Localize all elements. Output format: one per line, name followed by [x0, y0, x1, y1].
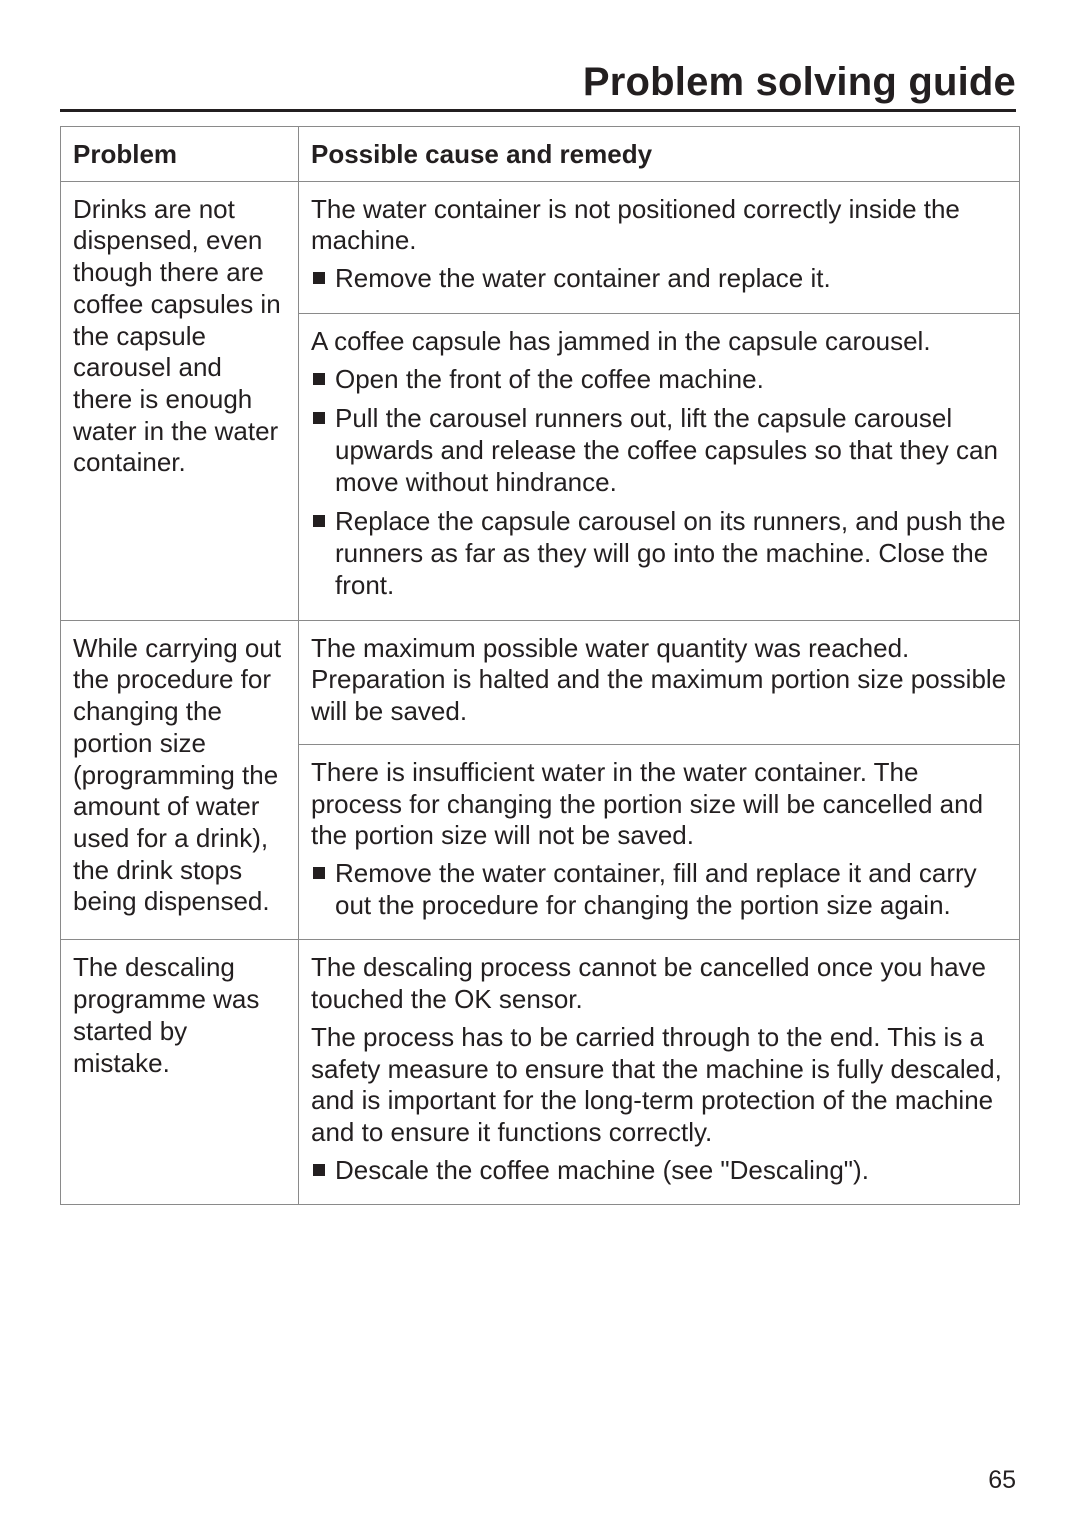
remedy-text: The maximum possible water quantity was … [311, 633, 1007, 728]
remedy-bullet: Remove the water container and replace i… [311, 263, 1007, 295]
remedy-bullet: Open the front of the coffee machine. [311, 364, 1007, 396]
title-underline [60, 109, 1016, 112]
remedy-bullet: Pull the carousel runners out, lift the … [311, 403, 1007, 498]
col-header-problem: Problem [61, 127, 299, 182]
remedy-text: A coffee capsule has jammed in the capsu… [311, 326, 1007, 358]
page-number: 65 [988, 1466, 1016, 1495]
remedy-cell: The maximum possible water quantity was … [299, 620, 1020, 744]
problem-cell: While carrying out the procedure for cha… [61, 620, 299, 940]
table-header-row: Problem Possible cause and remedy [61, 127, 1020, 182]
remedy-bullet: Replace the capsule carousel on its runn… [311, 506, 1007, 601]
remedy-list: Open the front of the coffee machine. Pu… [311, 364, 1007, 602]
page: Problem solving guide Problem Possible c… [0, 0, 1080, 1529]
problem-cell: The descaling programme was started by m… [61, 940, 299, 1205]
remedy-list: Remove the water container and replace i… [311, 263, 1007, 295]
page-title-block: Problem solving guide [60, 60, 1020, 112]
col-header-remedy: Possible cause and remedy [299, 127, 1020, 182]
remedy-list: Descale the coffee machine (see "Descali… [311, 1155, 1007, 1187]
remedy-bullet: Descale the coffee machine (see "Descali… [311, 1155, 1007, 1187]
remedy-text: The descaling process cannot be cancelle… [311, 952, 1007, 1015]
remedy-text: The water container is not positioned co… [311, 194, 1007, 257]
table-row: While carrying out the procedure for cha… [61, 620, 1020, 744]
page-title: Problem solving guide [60, 60, 1016, 105]
remedy-text: There is insufficient water in the water… [311, 757, 1007, 852]
problem-cell: Drinks are not dispensed, even though th… [61, 181, 299, 620]
remedy-cell: The descaling process cannot be cancelle… [299, 940, 1020, 1205]
remedy-text: The process has to be carried through to… [311, 1022, 1007, 1149]
remedy-cell: The water container is not positioned co… [299, 181, 1020, 313]
remedy-cell: A coffee capsule has jammed in the capsu… [299, 313, 1020, 620]
table-row: The descaling programme was started by m… [61, 940, 1020, 1205]
remedy-cell: There is insufficient water in the water… [299, 744, 1020, 940]
remedy-list: Remove the water container, fill and rep… [311, 858, 1007, 921]
table-row: Drinks are not dispensed, even though th… [61, 181, 1020, 313]
troubleshooting-table: Problem Possible cause and remedy Drinks… [60, 126, 1020, 1205]
remedy-bullet: Remove the water container, fill and rep… [311, 858, 1007, 921]
